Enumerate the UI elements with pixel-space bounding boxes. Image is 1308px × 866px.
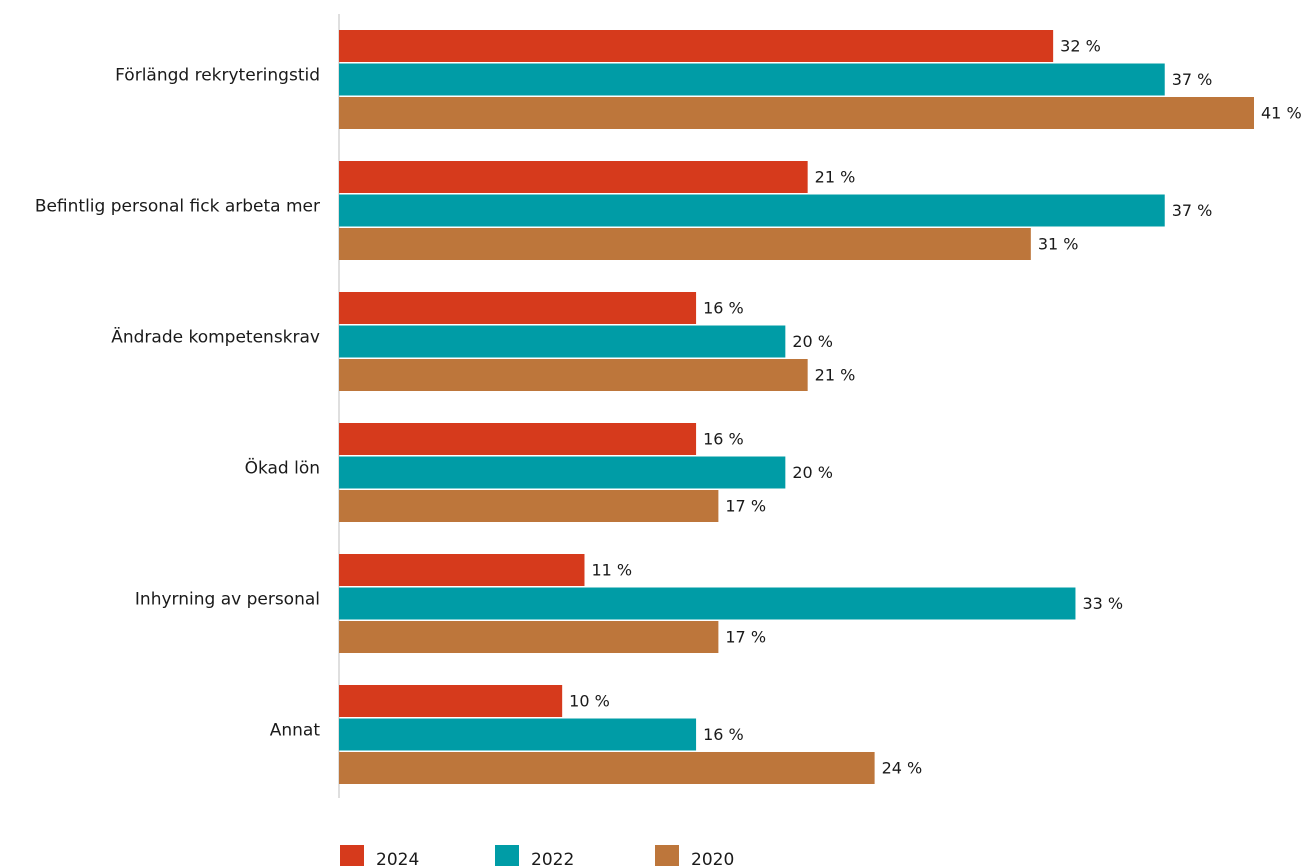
category-label: Förlängd rekryteringstid: [115, 66, 320, 86]
data-label: 11 %: [591, 561, 632, 580]
bar-2020: [339, 752, 875, 784]
bar-2020: [339, 490, 719, 522]
bar-2024: [339, 30, 1054, 62]
data-label: 20 %: [792, 463, 833, 482]
data-label: 31 %: [1038, 235, 1079, 254]
data-label: 21 %: [815, 366, 856, 385]
bar-2020: [339, 359, 808, 391]
data-label: 37 %: [1172, 201, 1213, 220]
data-label: 16 %: [703, 430, 744, 449]
data-label: 21 %: [815, 168, 856, 187]
bar-2024: [339, 554, 585, 586]
legend-swatch: [340, 845, 364, 866]
data-label: 20 %: [792, 332, 833, 351]
category-label: Ändrade kompetenskrav: [111, 327, 320, 348]
category-label: Ökad lön: [245, 457, 320, 479]
legend-label: 2020: [691, 850, 734, 866]
bar-2020: [339, 97, 1254, 129]
category-label: Annat: [270, 721, 321, 741]
legend-swatch: [655, 845, 679, 866]
bar-2022: [339, 587, 1076, 620]
bar-2022: [339, 718, 697, 751]
data-label: 24 %: [882, 759, 923, 778]
data-label: 17 %: [725, 628, 766, 647]
data-label: 33 %: [1082, 594, 1123, 613]
bar-2022: [339, 325, 786, 358]
category-label: Inhyrning av personal: [135, 590, 320, 610]
category-label: Befintlig personal fick arbeta mer: [35, 197, 320, 217]
legend-item-2022: 2022: [495, 845, 574, 866]
bar-2020: [339, 621, 719, 653]
data-label: 32 %: [1060, 37, 1101, 56]
bar-2024: [339, 423, 697, 455]
legend-label: 2024: [376, 850, 419, 866]
bar-2024: [339, 161, 808, 193]
legend-item-2020: 2020: [655, 845, 734, 866]
data-label: 16 %: [703, 725, 744, 744]
data-label: 17 %: [725, 497, 766, 516]
data-label: 16 %: [703, 299, 744, 318]
bar-2022: [339, 63, 1165, 96]
data-label: 37 %: [1172, 70, 1213, 89]
bar-2024: [339, 292, 697, 324]
data-label: 10 %: [569, 692, 610, 711]
bar-2022: [339, 194, 1165, 227]
legend-swatch: [495, 845, 519, 866]
legend-item-2024: 2024: [340, 845, 419, 866]
bar-2022: [339, 456, 786, 489]
bar-2024: [339, 685, 563, 717]
legend-label: 2022: [531, 850, 574, 866]
bar-2020: [339, 228, 1031, 260]
data-label: 41 %: [1261, 104, 1302, 123]
